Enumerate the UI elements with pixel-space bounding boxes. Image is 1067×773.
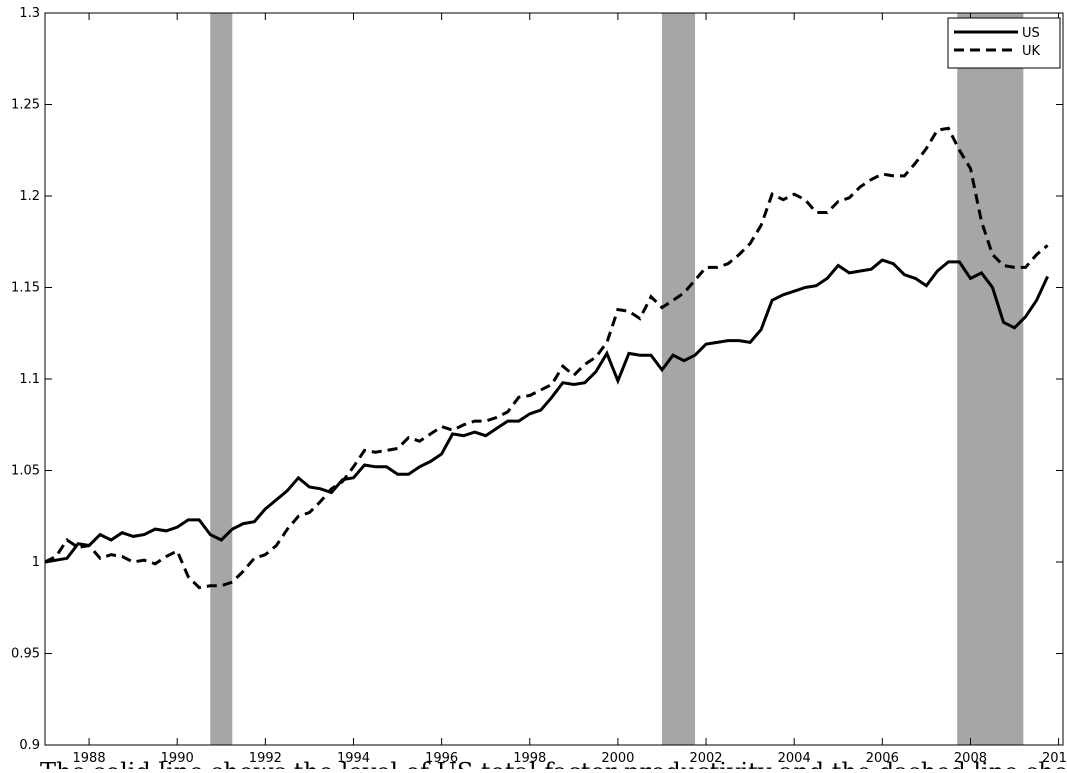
- shaded-period: [210, 13, 233, 745]
- x-tick-label: 2006: [866, 751, 899, 766]
- legend-label: UK: [1022, 44, 1041, 59]
- x-tick-label: 1988: [73, 751, 106, 766]
- x-tick-label: 1998: [513, 751, 546, 766]
- y-tick-label: 0.9: [19, 738, 40, 753]
- x-tick-label: 2004: [778, 751, 811, 766]
- x-tick-label: 1990: [161, 751, 194, 766]
- legend-box: [947, 17, 1061, 69]
- series-line: [44, 258, 1049, 564]
- shaded-period: [661, 13, 696, 745]
- y-tick-label: 1.2: [19, 189, 40, 204]
- caption: The solid line shows the level of US tot…: [40, 758, 1067, 769]
- x-tick-label: 1992: [249, 751, 282, 766]
- shaded-period: [957, 13, 1024, 745]
- plot-frame: [44, 12, 1064, 746]
- x-tick-label: 2000: [601, 751, 634, 766]
- y-tick-label: 1: [32, 555, 40, 570]
- x-tick-label: 2002: [689, 751, 722, 766]
- y-tick-label: 1.3: [19, 6, 40, 21]
- y-tick-label: 1.1: [19, 372, 40, 387]
- y-tick-label: 0.95: [11, 647, 40, 662]
- x-tick-label: 1994: [337, 751, 370, 766]
- series-line: [44, 126, 1049, 590]
- x-tick-label: 2008: [954, 751, 987, 766]
- x-tick-label: 1996: [425, 751, 458, 766]
- y-tick-label: 1.15: [11, 281, 40, 296]
- legend-label: US: [1022, 26, 1040, 41]
- y-tick-label: 1.05: [11, 464, 40, 479]
- x-tick-label: 2010: [1042, 751, 1067, 766]
- y-tick-label: 1.25: [11, 98, 40, 113]
